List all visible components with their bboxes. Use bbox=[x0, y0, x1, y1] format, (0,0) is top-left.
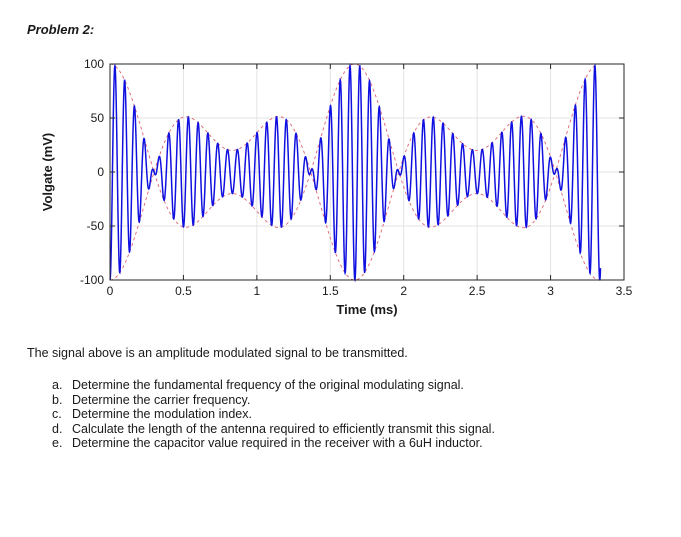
question-letter: c. bbox=[52, 407, 62, 421]
question-letter: a. bbox=[52, 378, 63, 392]
x-tick-label: 3 bbox=[547, 284, 554, 298]
upper-envelope-line bbox=[110, 63, 601, 229]
x-tick-label: 3.5 bbox=[616, 284, 633, 298]
question-text: Determine the fundamental frequency of t… bbox=[72, 378, 464, 392]
envelope-lines bbox=[110, 63, 601, 281]
am-signal-line bbox=[109, 62, 602, 283]
y-tick-label: 50 bbox=[91, 111, 105, 125]
x-tick-label: 2 bbox=[400, 284, 407, 298]
y-tick-label: -100 bbox=[80, 273, 104, 287]
x-tick-label: 2.5 bbox=[469, 284, 486, 298]
question-item: b. Determine the carrier frequency. bbox=[52, 393, 495, 408]
problem-heading: Problem 2: bbox=[27, 22, 95, 37]
question-list: a. Determine the fundamental frequency of… bbox=[52, 378, 495, 451]
x-axis-label: Time (ms) bbox=[336, 302, 397, 317]
question-text: Determine the capacitor value required i… bbox=[72, 436, 483, 450]
question-item: c. Determine the modulation index. bbox=[52, 407, 495, 422]
x-tick-label: 0 bbox=[107, 284, 114, 298]
question-item: d. Calculate the length of the antenna re… bbox=[52, 422, 495, 437]
question-item: e. Determine the capacitor value required… bbox=[52, 436, 495, 451]
y-tick-label: 0 bbox=[97, 165, 104, 179]
y-tick-label: -50 bbox=[87, 219, 105, 233]
axis-ticks: 0 0.5 1 1.5 2 2.5 3 3.5 -100 -50 0 50 100 bbox=[80, 57, 633, 298]
problem-intro: The signal above is an amplitude modulat… bbox=[27, 346, 408, 360]
question-text: Calculate the length of the antenna requ… bbox=[72, 421, 495, 436]
x-tick-label: 1.5 bbox=[322, 284, 339, 298]
signal-line bbox=[109, 62, 602, 283]
question-letter: d. bbox=[52, 421, 63, 436]
question-letter: e. bbox=[52, 436, 63, 450]
question-item: a. Determine the fundamental frequency of… bbox=[52, 378, 495, 393]
lower-envelope-line bbox=[110, 115, 601, 281]
x-tick-label: 1 bbox=[254, 284, 261, 298]
question-text: Determine the carrier frequency. bbox=[72, 392, 251, 407]
y-axis-label: Volgate (mV) bbox=[40, 133, 55, 212]
question-letter: b. bbox=[52, 392, 63, 407]
question-text: Determine the modulation index. bbox=[72, 407, 252, 421]
x-tick-label: 0.5 bbox=[175, 284, 192, 298]
y-tick-label: 100 bbox=[84, 57, 104, 71]
